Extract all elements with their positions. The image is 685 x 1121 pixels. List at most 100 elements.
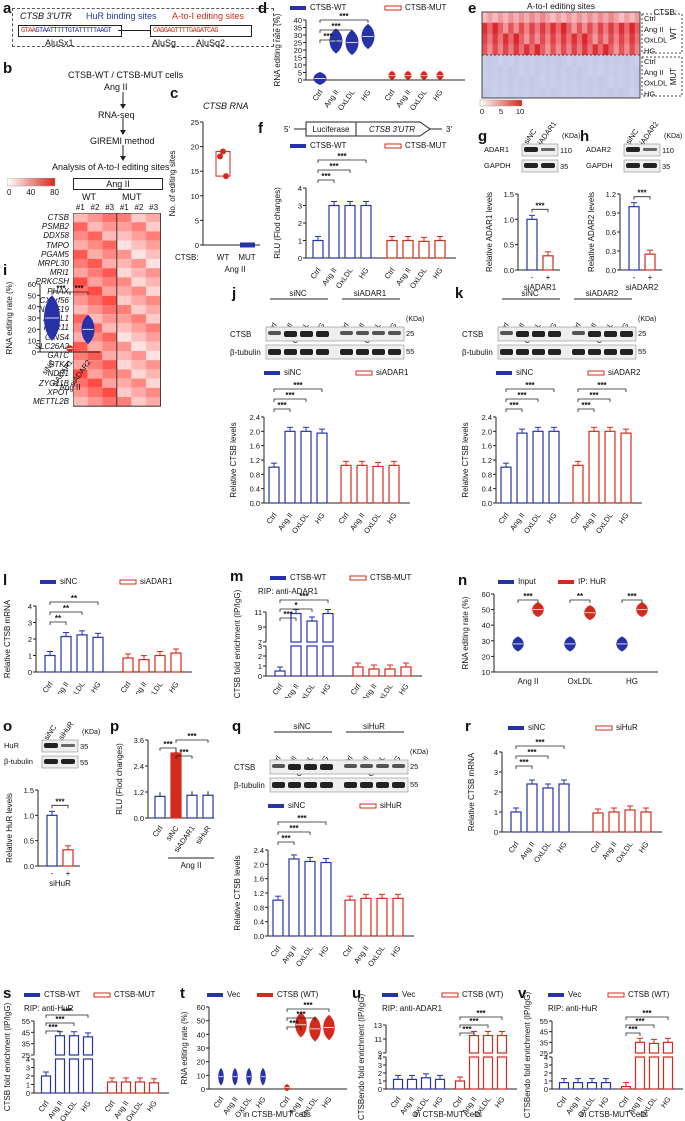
panel-o-ytick-label: 0.0	[24, 862, 34, 871]
panel-t-legend-swatch-1	[207, 993, 223, 997]
panel-e-cell	[524, 33, 530, 45]
panel-q-sig: ***	[297, 814, 307, 823]
panel-g-band-2a	[524, 163, 538, 168]
panel-e-cell	[513, 65, 520, 77]
panel-e-cell	[555, 76, 562, 88]
panel-label-i: i	[3, 262, 8, 279]
panel-s-s2-bar	[148, 1082, 160, 1094]
panel-p-xgroup: Ang II	[181, 861, 202, 870]
panel-s-ytick-label: 2	[26, 1072, 30, 1081]
heatmap-b-cell	[87, 213, 103, 223]
panel-e-cell	[592, 22, 599, 34]
panel-f-legend-2: CTSB-MUT	[405, 141, 446, 150]
panel-o-lane-2: siHuR	[56, 719, 75, 741]
panel-v-s2-bar-low	[648, 1056, 660, 1090]
heatmap-b-cell	[116, 231, 132, 241]
panel-u-sig: ***	[462, 1025, 472, 1034]
panel-j-xlabel: HG	[385, 511, 399, 526]
panel-f-s2-bar	[386, 239, 398, 259]
panel-j-s1-bar	[316, 432, 328, 504]
panel-e-cell	[482, 87, 488, 99]
panel-v-sig: ***	[642, 1009, 652, 1018]
panel-j-ytick-label: 1.2	[250, 456, 260, 465]
heatmap-b-cell	[146, 323, 161, 333]
panel-e-cell	[613, 22, 620, 34]
heatmap-b-cell	[131, 369, 146, 379]
heatmap-b-cell	[116, 213, 132, 223]
panel-f-5prime: 5'	[284, 125, 290, 134]
panel-s-legend-1: CTSB-WT	[44, 990, 81, 999]
panel-label-a: a	[3, 0, 12, 17]
heatmap-b-cell	[131, 213, 146, 223]
panel-e-row-label: OxLDL	[644, 36, 667, 45]
panel-h-ytick-label: 0.3	[606, 247, 616, 256]
gene-label: METTL2B	[32, 397, 69, 406]
panel-v-s1-bar	[586, 1081, 598, 1090]
panel-d-legend-swatch-2	[384, 5, 402, 11]
panel-v-legend-swatch-2	[607, 992, 625, 998]
panel-l-sig: **	[71, 594, 78, 603]
panel-m-s2-bar	[384, 668, 396, 677]
panel-k-ytick-label: 0.4	[482, 485, 492, 494]
panel-q-blot-2	[269, 777, 409, 793]
panel-k-s1-bar	[548, 430, 560, 504]
heatmap-b-cell	[146, 387, 161, 397]
panel-e-cell	[539, 65, 546, 77]
panel-n-xlabel: Ang II	[518, 677, 539, 686]
panel-t-xlabel: in CTSB-MUT cells	[243, 1110, 311, 1119]
panel-e-cell	[629, 33, 636, 45]
panel-f-s1-bar	[328, 204, 340, 259]
panel-e-cell	[597, 33, 604, 45]
panel-k-band-tubulin	[532, 349, 545, 355]
panel-g-band-2b	[541, 163, 555, 168]
panel-l-s1-bar	[76, 634, 88, 673]
panel-e-cell	[555, 87, 562, 99]
panel-t-ytick-label: 0	[201, 1085, 205, 1094]
panel-m-sig-bracket	[279, 617, 297, 621]
panel-e-cell	[582, 87, 588, 99]
panel-q-xlabel: Ctrl	[269, 944, 283, 959]
panel-u-ytick-label: 11	[374, 1035, 382, 1044]
panel-u-s1-bar	[434, 1078, 446, 1090]
panel-u-legend-swatch-2	[441, 992, 459, 998]
panel-e-cell	[534, 44, 541, 56]
panel-g-x-plus: +	[546, 273, 551, 282]
panel-e-cell	[618, 33, 625, 45]
panel-r-xlabel: HG	[555, 840, 569, 855]
panel-g-kd-bar	[542, 255, 554, 271]
panel-e-cell	[555, 12, 562, 24]
panel-k-s2-bar	[604, 430, 616, 504]
heatmap-b-cell	[146, 397, 161, 407]
panel-e-cell	[550, 22, 557, 34]
panel-k-protein-2: β-tubulin	[462, 348, 493, 357]
panel-q-sig-bracket	[277, 831, 311, 835]
heatmap-b-cell	[116, 341, 132, 351]
panel-e-cell	[624, 55, 630, 67]
panel-f-xlabel: Ctrl	[309, 266, 323, 281]
panel-l-ytick-label: 1	[28, 652, 32, 661]
panel-m-sig-bracket	[279, 608, 313, 612]
panel-m-xlabel: HG	[397, 682, 411, 697]
panel-t-legend-1: Vec	[227, 990, 240, 999]
heatmap-b-cell	[146, 369, 161, 379]
panel-f-luc-box	[305, 121, 357, 137]
panel-e-cell	[613, 44, 620, 56]
heatmap-b	[73, 213, 161, 407]
heatmap-b-cell	[87, 268, 103, 278]
panel-u-rip: RIP: anti-ADAR1	[382, 1004, 443, 1013]
panel-f-sig: ***	[329, 162, 339, 171]
panel-e-cell	[566, 44, 572, 56]
panel-p-chart: 0.0 1.2 2.4 3.6 RLU (Flod changes) *** *** *** C…	[115, 732, 214, 870]
panel-v-s2-high-bar	[648, 1042, 660, 1054]
panel-e-cell	[555, 55, 562, 67]
panel-label-p: p	[110, 718, 120, 735]
heatmap-b-cell	[131, 259, 146, 269]
panel-e-cell	[561, 44, 567, 56]
panel-r-xlabel: OxLDL	[614, 840, 635, 864]
heatmap-b-cell	[146, 277, 161, 287]
panel-e-cell	[503, 33, 509, 45]
panel-g-marker-1: 110	[560, 146, 572, 155]
panel-e-cell	[634, 44, 641, 56]
panel-u-ytick-label: 4	[378, 1053, 382, 1062]
